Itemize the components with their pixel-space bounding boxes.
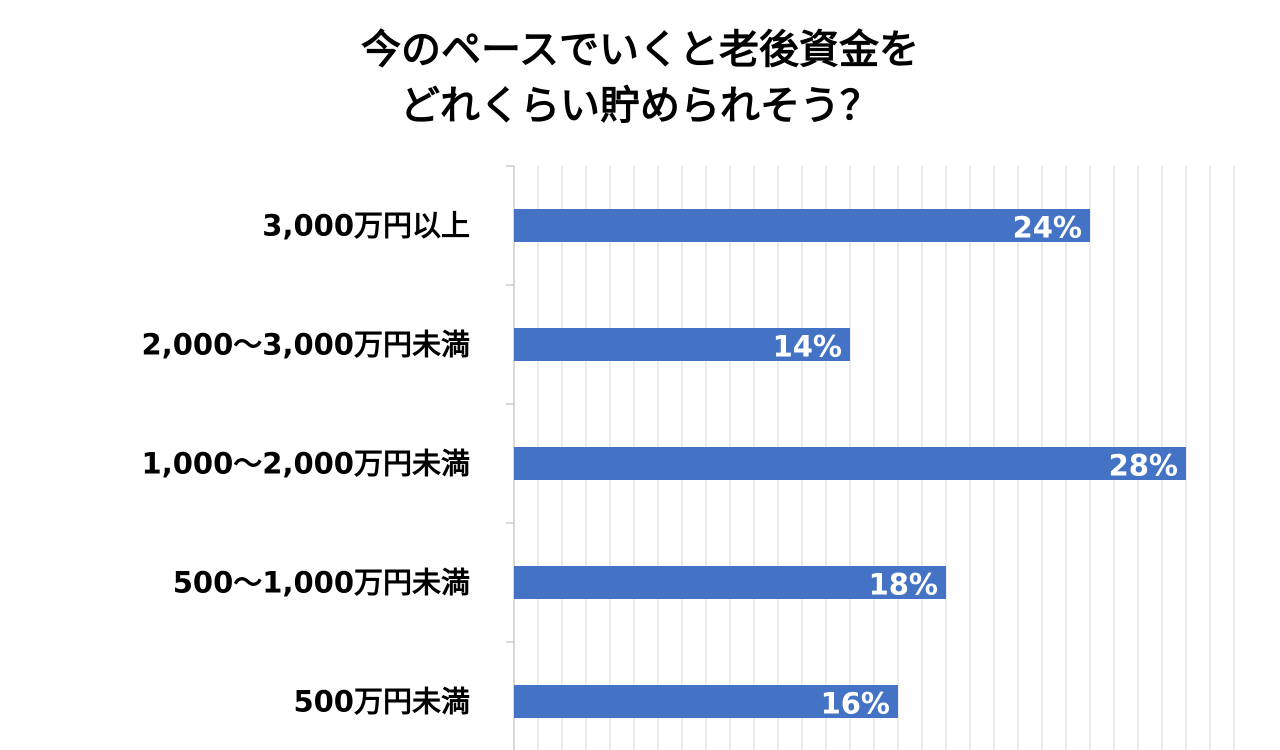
data-label: 18% xyxy=(869,568,938,602)
data-labels: 24% 14% 28% 18% 16% xyxy=(773,211,1178,721)
chart-title-line-1: 今のペースでいくと老後資金を xyxy=(361,27,919,73)
category-axis xyxy=(506,165,515,750)
bar xyxy=(514,566,946,599)
chart-title: 今のペースでいくと老後資金を どれくらい貯められそう？ xyxy=(0,22,1280,134)
category-label: 500万円未満 xyxy=(293,685,470,719)
category-label: 2,000〜3,000万円未満 xyxy=(142,328,470,362)
chart-title-line-2: どれくらい貯められそう？ xyxy=(400,83,880,129)
bar xyxy=(514,685,898,718)
category-label: 500〜1,000万円未満 xyxy=(173,566,470,600)
category-label: 3,000万円以上 xyxy=(262,209,470,243)
bar xyxy=(514,447,1186,480)
data-label: 16% xyxy=(821,687,890,721)
category-labels: 3,000万円以上 2,000〜3,000万円未満 1,000〜2,000万円未満 5… xyxy=(142,209,470,719)
data-label: 28% xyxy=(1109,449,1178,483)
bar xyxy=(514,328,850,361)
bars xyxy=(514,209,1186,718)
data-label: 14% xyxy=(773,330,842,364)
category-label: 1,000〜2,000万円未満 xyxy=(142,447,470,481)
bar xyxy=(514,209,1090,242)
data-label: 24% xyxy=(1013,211,1082,245)
